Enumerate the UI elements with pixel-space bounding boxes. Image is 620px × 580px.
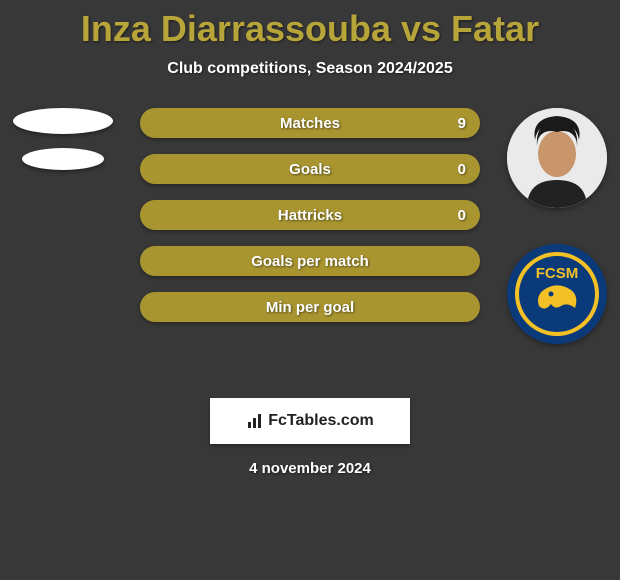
svg-text:FCSM: FCSM [536,265,579,282]
footer-date: 4 november 2024 [0,460,620,477]
stat-row-min-per-goal: Min per goal [140,292,480,322]
stat-label: Hattricks [278,207,342,224]
brand-text: FcTables.com [268,412,374,430]
player-right-column: FCSM [502,108,612,344]
chart-icon [246,412,264,430]
comparison-area: Matches 9 Goals 0 Hattricks 0 Goals per … [0,108,620,388]
player-left-placeholder-2 [22,148,104,170]
player-left-column [8,108,118,170]
stat-row-hattricks: Hattricks 0 [140,200,480,230]
stat-value: 0 [458,207,466,224]
subtitle: Club competitions, Season 2024/2025 [0,60,620,78]
club-badge-icon: FCSM [507,244,607,344]
player-left-placeholder-1 [13,108,113,134]
stat-row-goals: Goals 0 [140,154,480,184]
person-icon [507,108,607,208]
brand-panel: FcTables.com [210,398,410,444]
page-title: Inza Diarrassouba vs Fatar [0,0,620,50]
stat-label: Min per goal [266,299,354,316]
club-badge: FCSM [507,244,607,344]
stat-label: Goals per match [251,253,369,270]
stat-value: 9 [458,115,466,132]
stat-value: 0 [458,161,466,178]
stat-label: Matches [280,115,340,132]
stat-row-goals-per-match: Goals per match [140,246,480,276]
stat-row-matches: Matches 9 [140,108,480,138]
stat-bars: Matches 9 Goals 0 Hattricks 0 Goals per … [140,108,480,338]
stat-label: Goals [289,161,331,178]
player-right-avatar [507,108,607,208]
